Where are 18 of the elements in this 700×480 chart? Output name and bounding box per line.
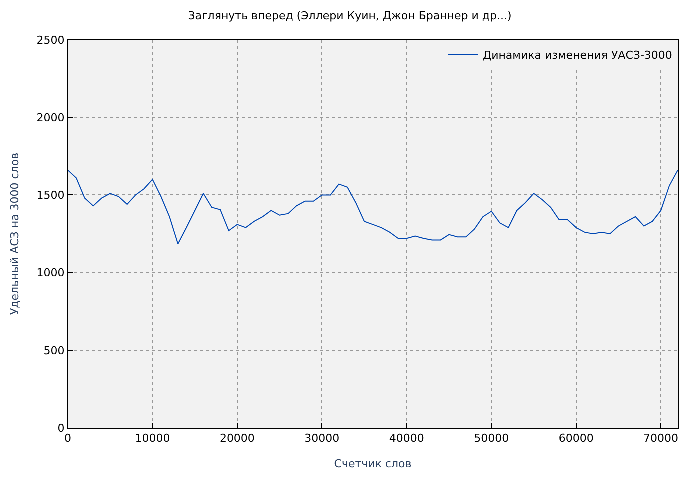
y-tick-label: 2500 bbox=[36, 34, 65, 47]
x-tick-label: 40000 bbox=[389, 432, 424, 446]
x-tick-label: 60000 bbox=[558, 432, 594, 446]
y-tick-label: 1500 bbox=[36, 189, 65, 202]
legend-label: Динамика изменения УАСЗ-3000 bbox=[483, 48, 672, 62]
y-tick-label: 0 bbox=[58, 422, 65, 435]
line-series bbox=[68, 170, 678, 245]
y-axis-title: Удельный АСЗ на 3000 слов bbox=[8, 152, 22, 316]
x-axis-title: Счетчик слов bbox=[334, 457, 412, 470]
x-tick-label: 30000 bbox=[304, 432, 340, 446]
x-tick-label: 20000 bbox=[220, 432, 255, 446]
chart-title: Заглянуть вперед (Эллери Куин, Джон Браннер и др...) bbox=[188, 10, 512, 23]
x-tick-label: 70000 bbox=[644, 432, 679, 446]
y-tick-label: 2000 bbox=[36, 111, 65, 124]
y-tick-label: 500 bbox=[44, 344, 65, 358]
y-tick-label: 1000 bbox=[36, 266, 65, 280]
x-tick-label: 10000 bbox=[135, 432, 170, 446]
x-tick-label: 50000 bbox=[474, 432, 510, 446]
